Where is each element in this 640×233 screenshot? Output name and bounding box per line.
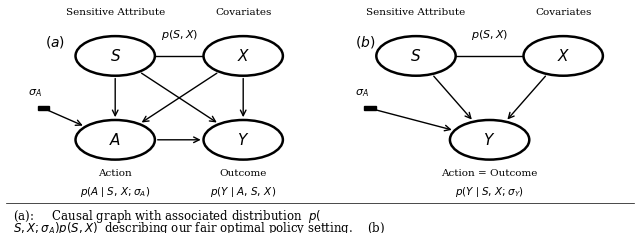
Ellipse shape <box>204 36 283 76</box>
Text: $p(A\mid S,\,X;\sigma_A)$: $p(A\mid S,\,X;\sigma_A)$ <box>80 185 150 199</box>
Text: $p(Y\mid A,\,S,\,X)$: $p(Y\mid A,\,S,\,X)$ <box>210 185 276 199</box>
Text: Outcome: Outcome <box>220 169 267 178</box>
Text: $\mathit{Y}$: $\mathit{Y}$ <box>237 132 250 148</box>
Bar <box>364 106 376 110</box>
Ellipse shape <box>524 36 603 76</box>
Text: $\mathit{S}$: $\mathit{S}$ <box>410 48 422 64</box>
Text: $\mathit{Y}$: $\mathit{Y}$ <box>483 132 496 148</box>
Text: Action = Outcome: Action = Outcome <box>442 169 538 178</box>
Ellipse shape <box>376 36 456 76</box>
Ellipse shape <box>450 120 529 160</box>
Text: Covariates: Covariates <box>535 8 591 17</box>
Text: $\mathit{X}$: $\mathit{X}$ <box>237 48 250 64</box>
Text: (a):     Causal graph with associated distribution  $p($: (a): Causal graph with associated distri… <box>13 208 321 225</box>
Ellipse shape <box>76 36 155 76</box>
Text: $\mathit{A}$: $\mathit{A}$ <box>109 132 122 148</box>
Ellipse shape <box>76 120 155 160</box>
Text: $\sigma_A$: $\sigma_A$ <box>355 87 369 99</box>
Text: Action: Action <box>99 169 132 178</box>
Text: $\mathit{S}$: $\mathit{S}$ <box>109 48 121 64</box>
Text: $\sigma_A$: $\sigma_A$ <box>28 87 42 99</box>
Text: Sensitive Attribute: Sensitive Attribute <box>65 8 165 17</box>
Text: $p(S,X)$: $p(S,X)$ <box>471 28 508 42</box>
Ellipse shape <box>204 120 283 160</box>
Text: $S, X; \sigma_A)p(S, X)$  describing our fair optimal policy setting.    (b): $S, X; \sigma_A)p(S, X)$ describing our … <box>13 220 385 233</box>
Text: Sensitive Attribute: Sensitive Attribute <box>366 8 466 17</box>
Text: Covariates: Covariates <box>215 8 271 17</box>
Bar <box>38 106 49 110</box>
Text: $p(S,X)$: $p(S,X)$ <box>161 28 198 42</box>
Text: $(b)$: $(b)$ <box>355 34 376 50</box>
Text: $p(Y\mid S,\,X;\sigma_Y)$: $p(Y\mid S,\,X;\sigma_Y)$ <box>455 185 524 199</box>
Text: $(a)$: $(a)$ <box>45 34 65 50</box>
Text: $\mathit{X}$: $\mathit{X}$ <box>557 48 570 64</box>
